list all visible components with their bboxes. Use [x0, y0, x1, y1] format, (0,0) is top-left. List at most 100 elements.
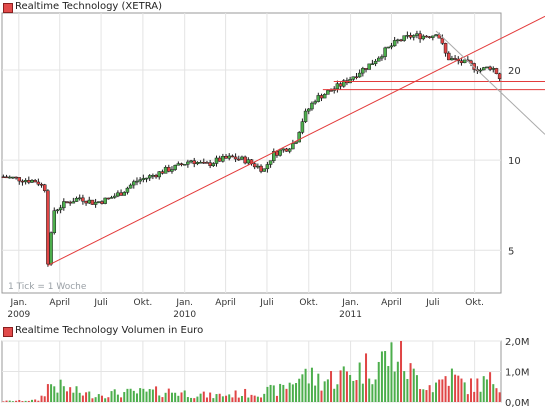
volume-bar: [75, 386, 78, 402]
volume-bar: [310, 367, 313, 402]
volume-bar: [180, 392, 183, 402]
candle-up: [125, 187, 130, 193]
candle-up: [383, 47, 387, 57]
volume-bar: [135, 393, 138, 402]
volume-bar: [498, 392, 501, 402]
candle-up: [421, 35, 426, 40]
candle-down: [33, 180, 37, 183]
candle-up: [211, 163, 216, 167]
candle-up: [272, 151, 276, 161]
volume-bar: [244, 388, 247, 402]
candle-up: [116, 192, 120, 197]
candle-down: [424, 35, 429, 38]
x-tick-year-label: 2010: [173, 310, 196, 320]
volume-bar: [476, 378, 479, 402]
candle-up: [303, 110, 308, 122]
candle-down: [275, 151, 279, 156]
candle-down: [233, 156, 238, 160]
candle-up: [23, 180, 28, 183]
candle-up: [55, 209, 60, 212]
volume-bar: [158, 395, 161, 402]
candle-up: [147, 175, 152, 179]
candle-up: [351, 76, 356, 80]
volume-bar: [431, 392, 434, 402]
x-tick-label: Juli: [93, 298, 107, 308]
candle-up: [97, 201, 101, 203]
candle-up: [182, 164, 187, 166]
volume-bar: [37, 400, 40, 402]
volume-bar: [72, 392, 75, 402]
candle-down: [217, 157, 222, 162]
x-tick-label: Jan.: [175, 298, 193, 308]
volume-bar: [46, 384, 49, 402]
volume-bar: [460, 378, 463, 402]
volume-bar: [62, 386, 65, 402]
volume-bar: [326, 379, 329, 402]
candle-up: [186, 161, 190, 165]
volume-bar: [170, 392, 173, 402]
candle-up: [294, 141, 298, 144]
candle-down: [237, 158, 241, 161]
volume-bar: [393, 371, 396, 402]
volume-bar: [470, 378, 473, 402]
volume-bar: [202, 391, 205, 402]
volume-bar: [221, 396, 224, 402]
volume-bar: [215, 394, 218, 402]
volume-bar: [69, 387, 72, 402]
candle-down: [453, 58, 457, 60]
trend-line-extension: [500, 15, 545, 39]
volume-bar: [120, 397, 123, 402]
volume-bar: [412, 368, 415, 402]
volume-bar: [151, 389, 154, 402]
volume-bar: [43, 396, 46, 402]
volume-bar: [489, 372, 492, 402]
candle-up: [52, 210, 57, 234]
volume-bar: [365, 353, 368, 402]
candle-up: [485, 66, 489, 69]
candle-up: [141, 178, 146, 181]
y-tick-label: 5: [508, 246, 514, 257]
volume-bar: [495, 388, 498, 402]
volume-bar: [387, 366, 390, 402]
candle-up: [405, 35, 410, 37]
candle-down: [446, 52, 451, 61]
candle-up: [462, 59, 467, 64]
volume-bar: [53, 386, 56, 402]
candle-up: [380, 56, 384, 59]
candle-up: [74, 197, 79, 202]
candle-up: [135, 180, 139, 183]
candle-up: [415, 33, 419, 36]
candle-up: [450, 58, 454, 61]
volume-bar: [11, 401, 14, 402]
volume-bar: [454, 374, 457, 402]
candle-down: [42, 184, 47, 191]
volume-bar: [457, 375, 460, 402]
volume-bar: [482, 376, 485, 402]
candle-up: [176, 163, 181, 166]
volume-bar: [288, 382, 291, 402]
volume-bar: [247, 397, 250, 402]
candle-up: [300, 121, 305, 133]
volume-bar: [113, 389, 116, 402]
candle-up: [112, 195, 117, 198]
x-tick-label: April: [381, 298, 402, 308]
candle-up: [109, 197, 114, 199]
volume-bar: [5, 400, 8, 402]
candle-up: [151, 175, 155, 177]
candle-up: [361, 68, 365, 74]
candle-up: [195, 162, 200, 165]
volume-bar: [104, 398, 107, 402]
volume-bar: [193, 398, 196, 402]
volume-bar: [485, 379, 488, 402]
candle-up: [221, 156, 225, 162]
volume-bar: [228, 394, 231, 402]
volume-bar: [91, 398, 94, 402]
candle-down: [399, 39, 403, 42]
volume-bar: [473, 391, 476, 402]
candle-up: [173, 164, 177, 170]
candle-up: [265, 164, 270, 170]
volume-bar: [279, 383, 282, 402]
candle-down: [14, 176, 18, 179]
volume-legend-swatch: [3, 327, 13, 337]
volume-bar: [212, 398, 215, 402]
